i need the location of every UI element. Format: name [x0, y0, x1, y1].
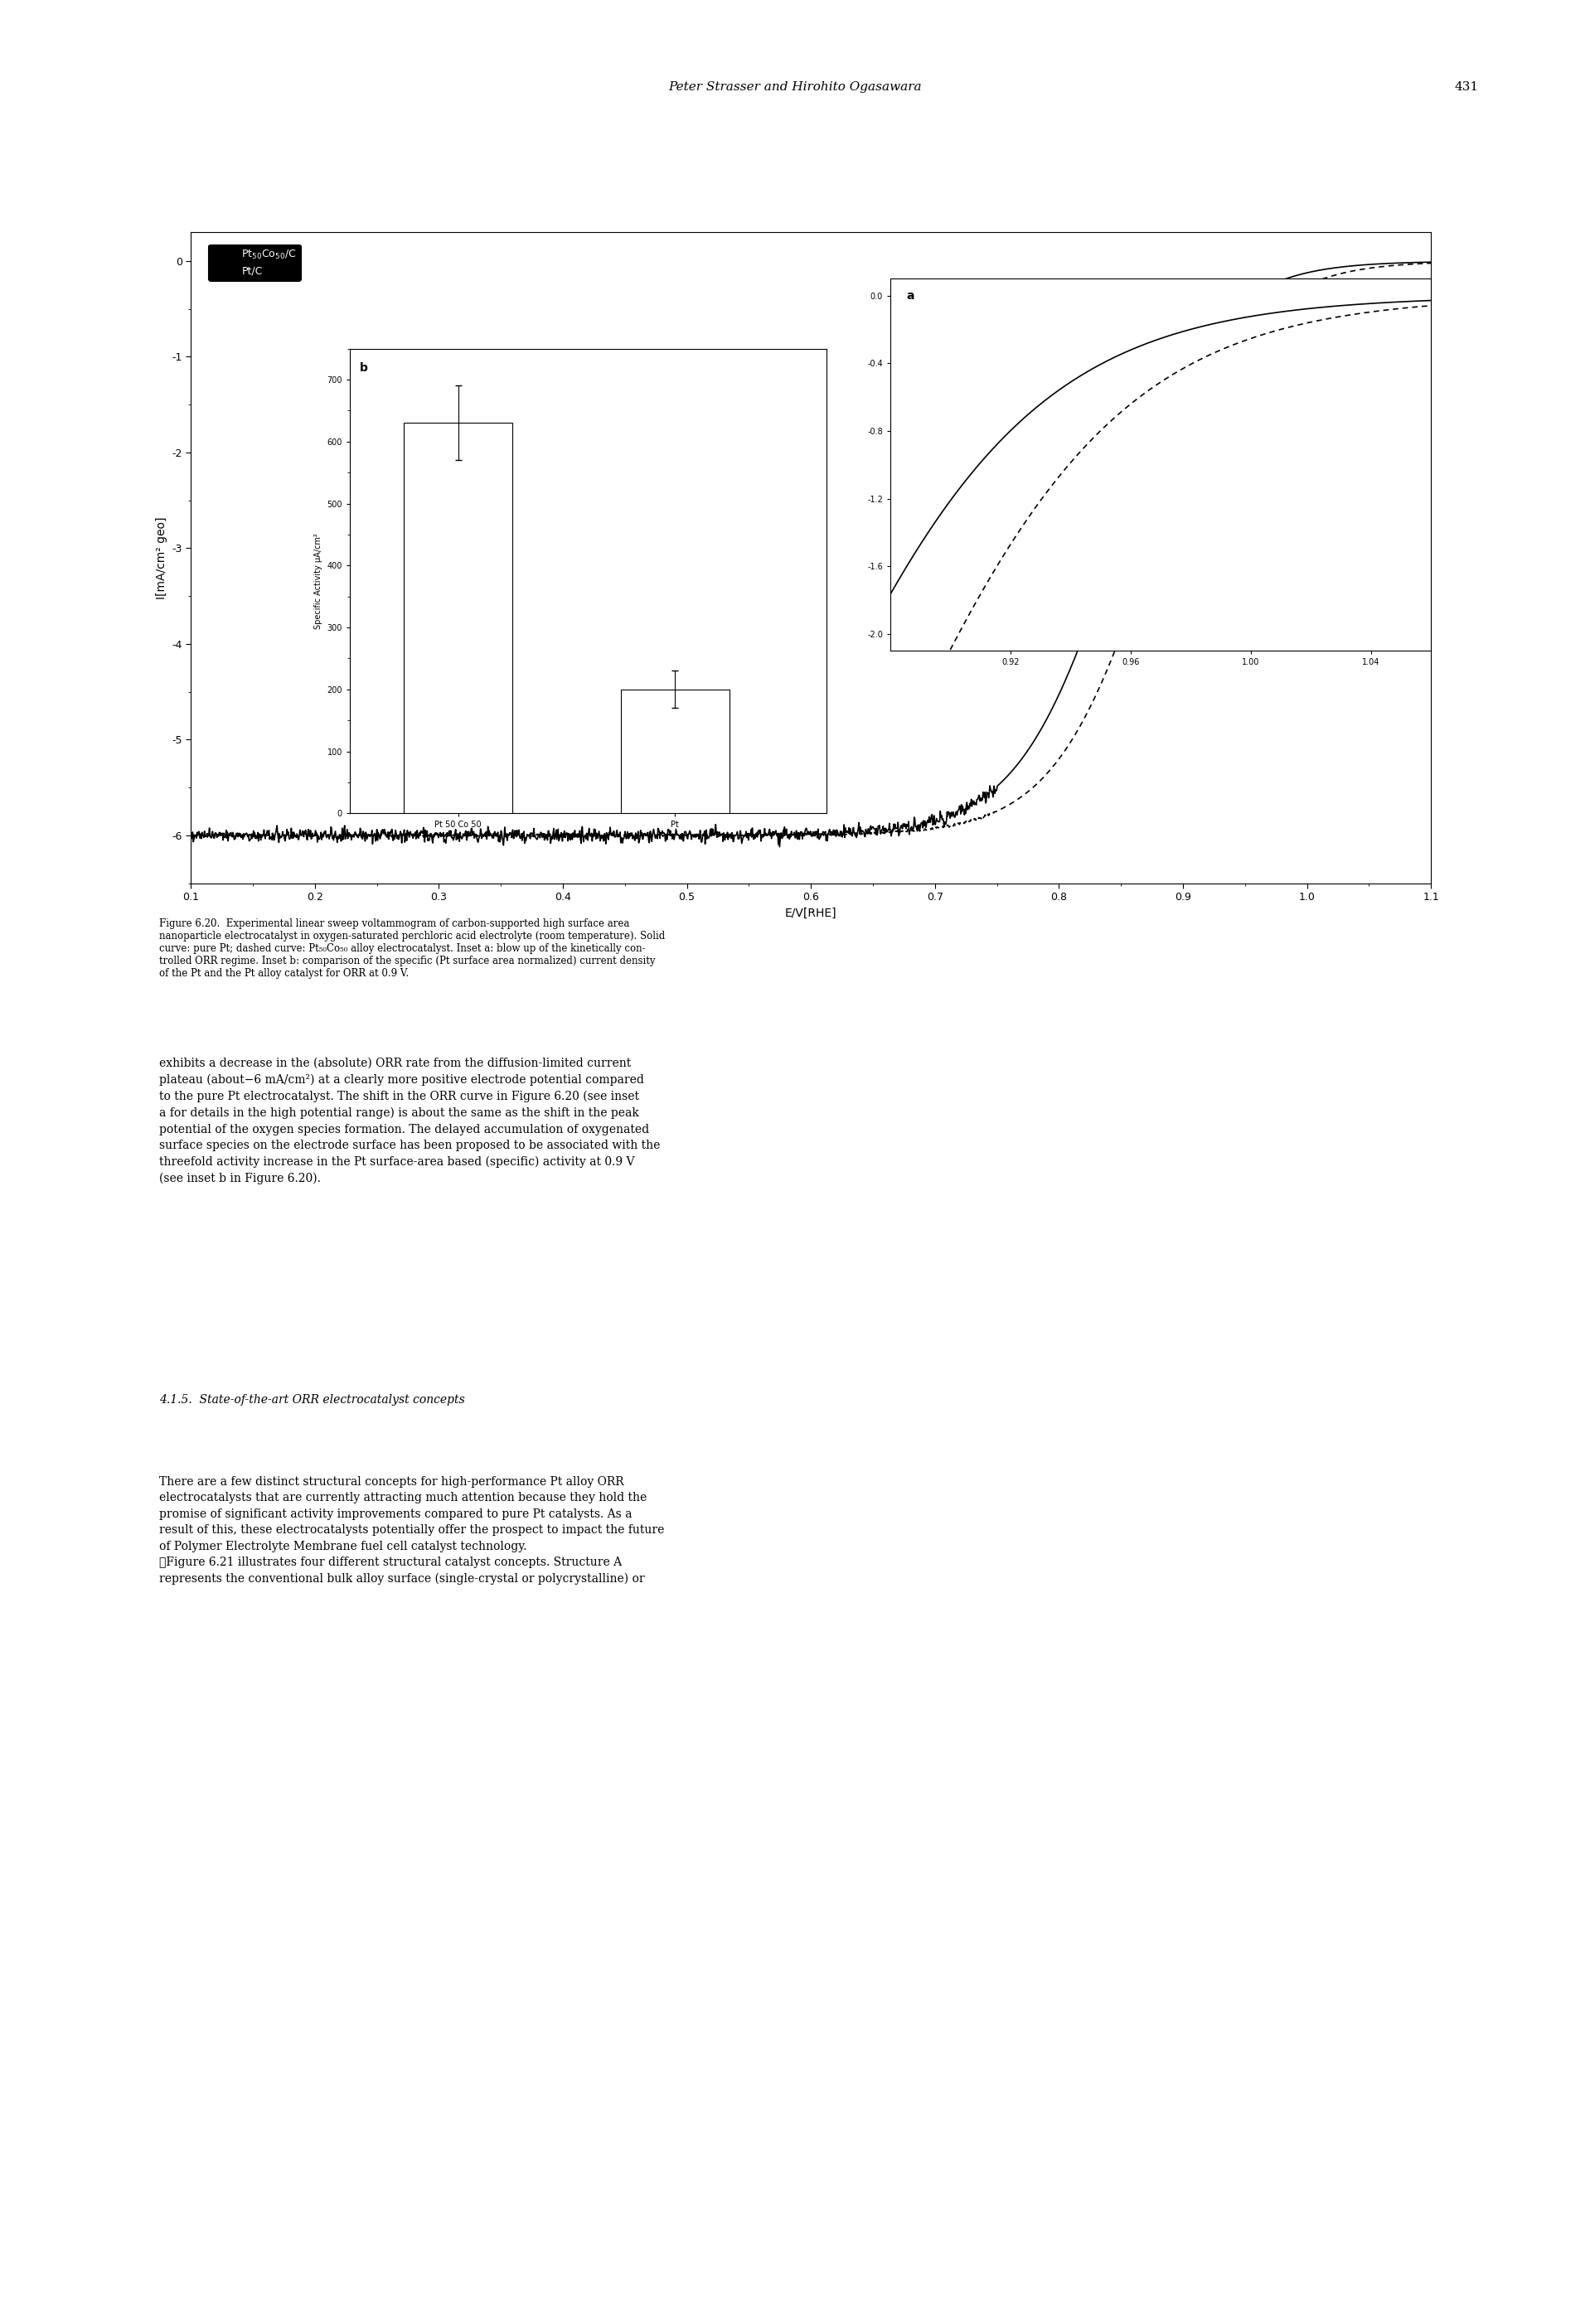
Y-axis label: Specific Activity μA/cm²: Specific Activity μA/cm²	[315, 532, 323, 630]
X-axis label: E/V[RHE]: E/V[RHE]	[785, 906, 836, 918]
Text: a: a	[906, 290, 914, 302]
Text: 4.1.5.  State-of-the-art ORR electrocatalyst concepts: 4.1.5. State-of-the-art ORR electrocatal…	[159, 1394, 464, 1406]
Legend: Pt$_{50}$Co$_{50}$/C, Pt/C: Pt$_{50}$Co$_{50}$/C, Pt/C	[208, 244, 301, 281]
Text: Peter Strasser and Hirohito Ogasawara: Peter Strasser and Hirohito Ogasawara	[668, 81, 922, 93]
Bar	[620, 690, 730, 813]
Text: There are a few distinct structural concepts for high-performance Pt alloy ORR
e: There are a few distinct structural conc…	[159, 1476, 665, 1585]
Text: b: b	[359, 363, 367, 374]
Y-axis label: I[mA/cm² geo]: I[mA/cm² geo]	[156, 516, 167, 600]
Text: 431: 431	[1455, 81, 1479, 93]
Text: Figure 6.20.  Experimental linear sweep voltammogram of carbon-supported high su: Figure 6.20. Experimental linear sweep v…	[159, 918, 665, 978]
Bar	[404, 423, 512, 813]
Text: exhibits a decrease in the (absolute) ORR rate from the diffusion-limited curren: exhibits a decrease in the (absolute) OR…	[159, 1057, 660, 1185]
